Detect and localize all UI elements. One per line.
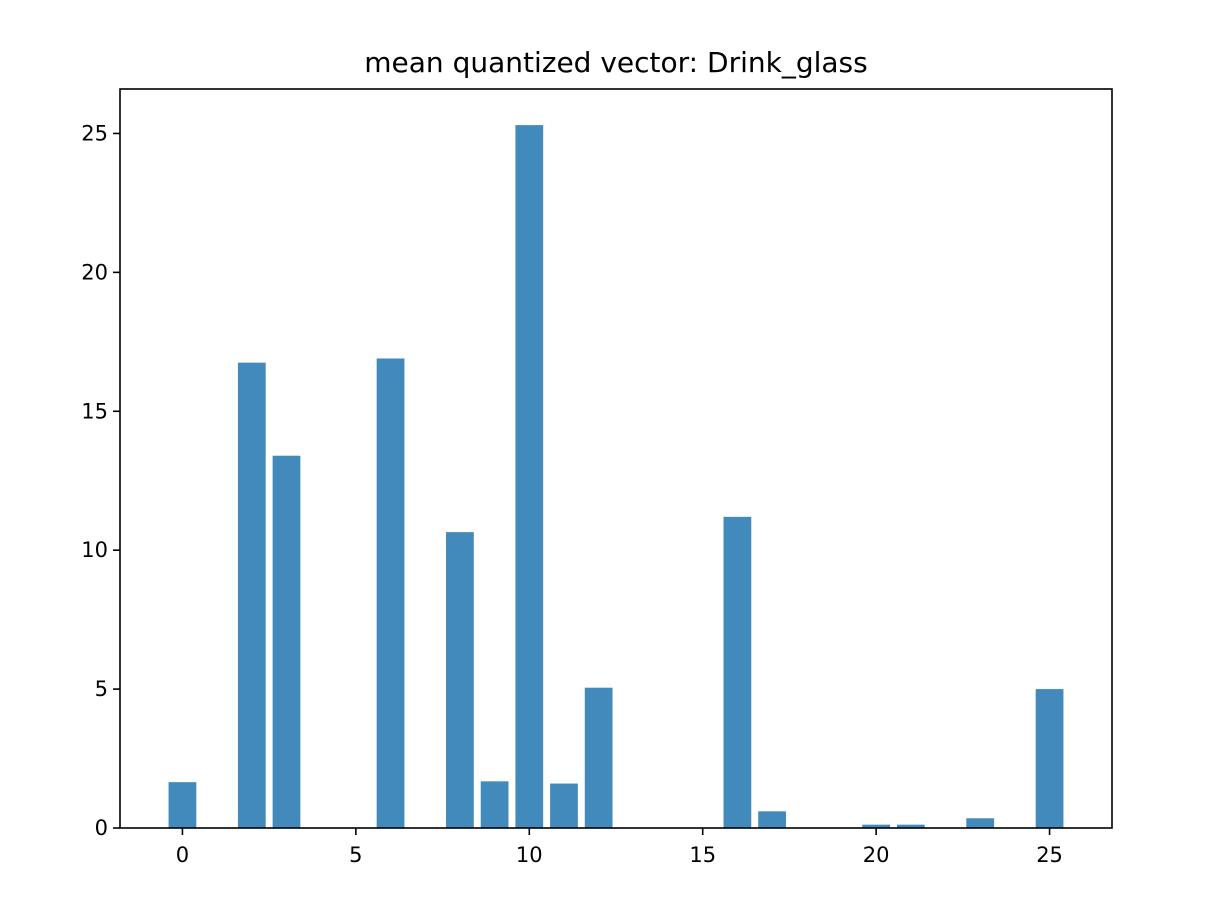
x-tick-label: 10: [516, 843, 543, 867]
bar-12: [584, 687, 613, 828]
bar-23: [966, 818, 995, 828]
bar-8: [446, 532, 474, 828]
bar-0: [168, 782, 197, 828]
bar-16: [723, 516, 752, 828]
x-tick-label: 25: [1036, 843, 1063, 867]
y-tick-label: 15: [81, 399, 108, 423]
x-axis-ticks: 0 5 10 15 20 25: [176, 828, 1063, 867]
chart-title: mean quantized vector: Drink_glass: [364, 46, 867, 79]
bar-9: [480, 781, 509, 828]
bar-2: [237, 362, 266, 828]
bar-17: [758, 811, 786, 828]
x-tick-label: 15: [689, 843, 716, 867]
bar-6: [376, 358, 405, 828]
bar-10: [515, 125, 544, 829]
bars-group: [168, 125, 1064, 829]
y-tick-label: 5: [95, 677, 108, 701]
x-tick-label: 5: [349, 843, 362, 867]
bar-11: [550, 783, 578, 828]
bar-21: [896, 824, 925, 828]
plot-frame: [119, 88, 1113, 829]
bar-25: [1035, 689, 1064, 828]
x-tick-label: 20: [863, 843, 890, 867]
y-tick-label: 25: [81, 121, 108, 145]
y-axis-ticks: 0 5 10 15 20 25: [81, 121, 120, 840]
x-tick-label: 0: [176, 843, 189, 867]
y-tick-label: 10: [81, 538, 108, 562]
y-tick-label: 0: [95, 816, 108, 840]
bar-20: [862, 824, 891, 828]
bar-3: [272, 455, 301, 828]
y-tick-label: 20: [81, 260, 108, 284]
